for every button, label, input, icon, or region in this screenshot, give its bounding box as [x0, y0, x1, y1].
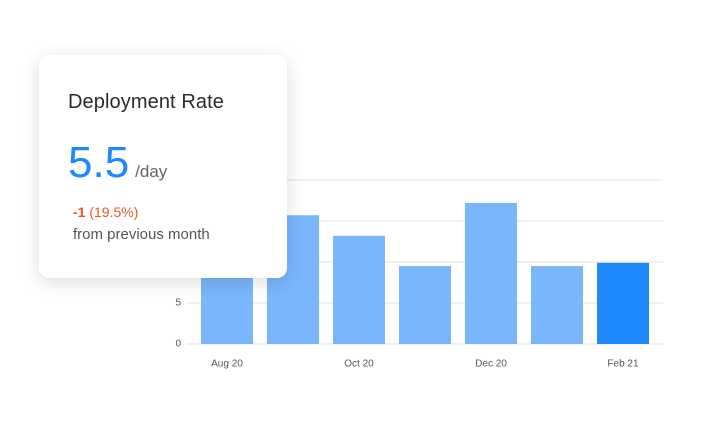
bar — [399, 266, 451, 344]
metric-value: 5.5 — [68, 138, 130, 187]
card-title: Deployment Rate — [68, 91, 225, 113]
bar — [531, 266, 583, 344]
y-tick-label: 5 — [175, 298, 181, 309]
y-tick-label: 0 — [175, 339, 181, 350]
bar — [465, 202, 517, 344]
x-tick-label: Oct 20 — [344, 359, 374, 370]
metric: 5.5 /day — [68, 138, 287, 188]
bar — [333, 235, 385, 344]
bar — [597, 262, 649, 344]
change-caption: from previous month — [73, 226, 210, 243]
metric-unit: /day — [135, 162, 168, 181]
x-tick-label: Dec 20 — [475, 359, 507, 370]
metric-card: Deployment Rate 5.5 /day -1 (19.5%) from… — [39, 55, 287, 278]
change-value: -1 — [73, 204, 86, 220]
change-percent: (19.5%) — [89, 204, 139, 220]
x-tick-label: Feb 21 — [607, 359, 639, 370]
change: -1 (19.5%) — [73, 204, 287, 220]
x-tick-label: Aug 20 — [211, 359, 243, 370]
